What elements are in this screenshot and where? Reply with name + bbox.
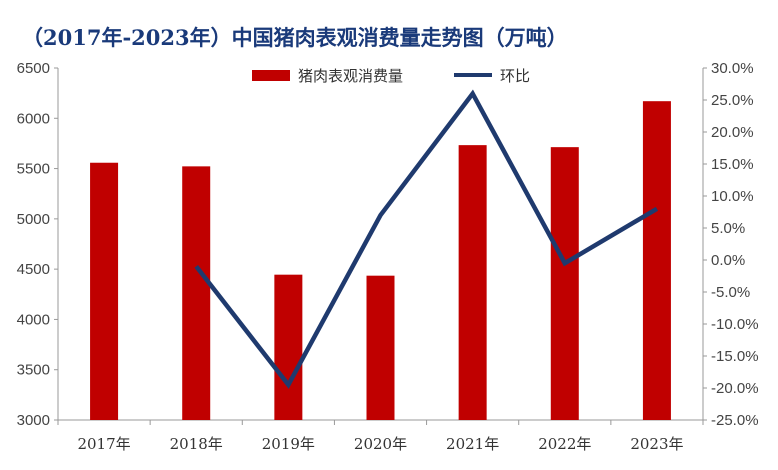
x-tick-label: 2020年 <box>354 435 407 453</box>
left-tick-label: 5000 <box>17 211 50 228</box>
right-tick-label: 10.0% <box>711 188 754 205</box>
x-tick-label: 2017年 <box>77 435 130 453</box>
right-tick-label: -10.0% <box>711 316 759 333</box>
legend-swatch-bars <box>252 70 290 81</box>
left-tick-label: 6500 <box>17 60 50 77</box>
x-tick-label: 2019年 <box>262 435 315 453</box>
line-series-mom <box>194 89 659 389</box>
bar <box>550 147 579 420</box>
bar <box>274 274 303 420</box>
x-tick-label: 2021年 <box>446 435 499 453</box>
bar <box>458 145 487 420</box>
left-tick-label: 4500 <box>17 261 50 278</box>
bar <box>90 162 119 420</box>
right-tick-label: -15.0% <box>711 348 759 365</box>
left-tick-label: 6000 <box>17 110 50 127</box>
left-tick-label: 5500 <box>17 161 50 178</box>
x-tick-label: 2023年 <box>630 435 683 453</box>
right-tick-label: -5.0% <box>711 284 750 301</box>
bar <box>182 166 211 420</box>
right-tick-label: 25.0% <box>711 92 754 109</box>
chart-title: （2017年-2023年）中国猪肉表观消费量走势图（万吨） <box>22 25 568 50</box>
right-tick-label: 30.0% <box>711 60 754 77</box>
x-tick-label: 2022年 <box>538 435 591 453</box>
x-tick-label: 2018年 <box>170 435 223 453</box>
right-tick-label: 0.0% <box>711 252 745 269</box>
right-tick-label: 5.0% <box>711 220 745 237</box>
bar <box>366 275 395 420</box>
legend-label-bars: 猪肉表观消费量 <box>298 67 403 85</box>
right-tick-label: 15.0% <box>711 156 754 173</box>
legend-label-line: 环比 <box>500 67 530 85</box>
right-tick-label: 20.0% <box>711 124 754 141</box>
right-tick-label: -20.0% <box>711 380 759 397</box>
left-tick-label: 3500 <box>17 362 50 379</box>
bar <box>642 101 671 420</box>
left-tick-label: 4000 <box>17 311 50 328</box>
left-tick-label: 3000 <box>17 412 50 429</box>
right-tick-label: -25.0% <box>711 412 759 429</box>
